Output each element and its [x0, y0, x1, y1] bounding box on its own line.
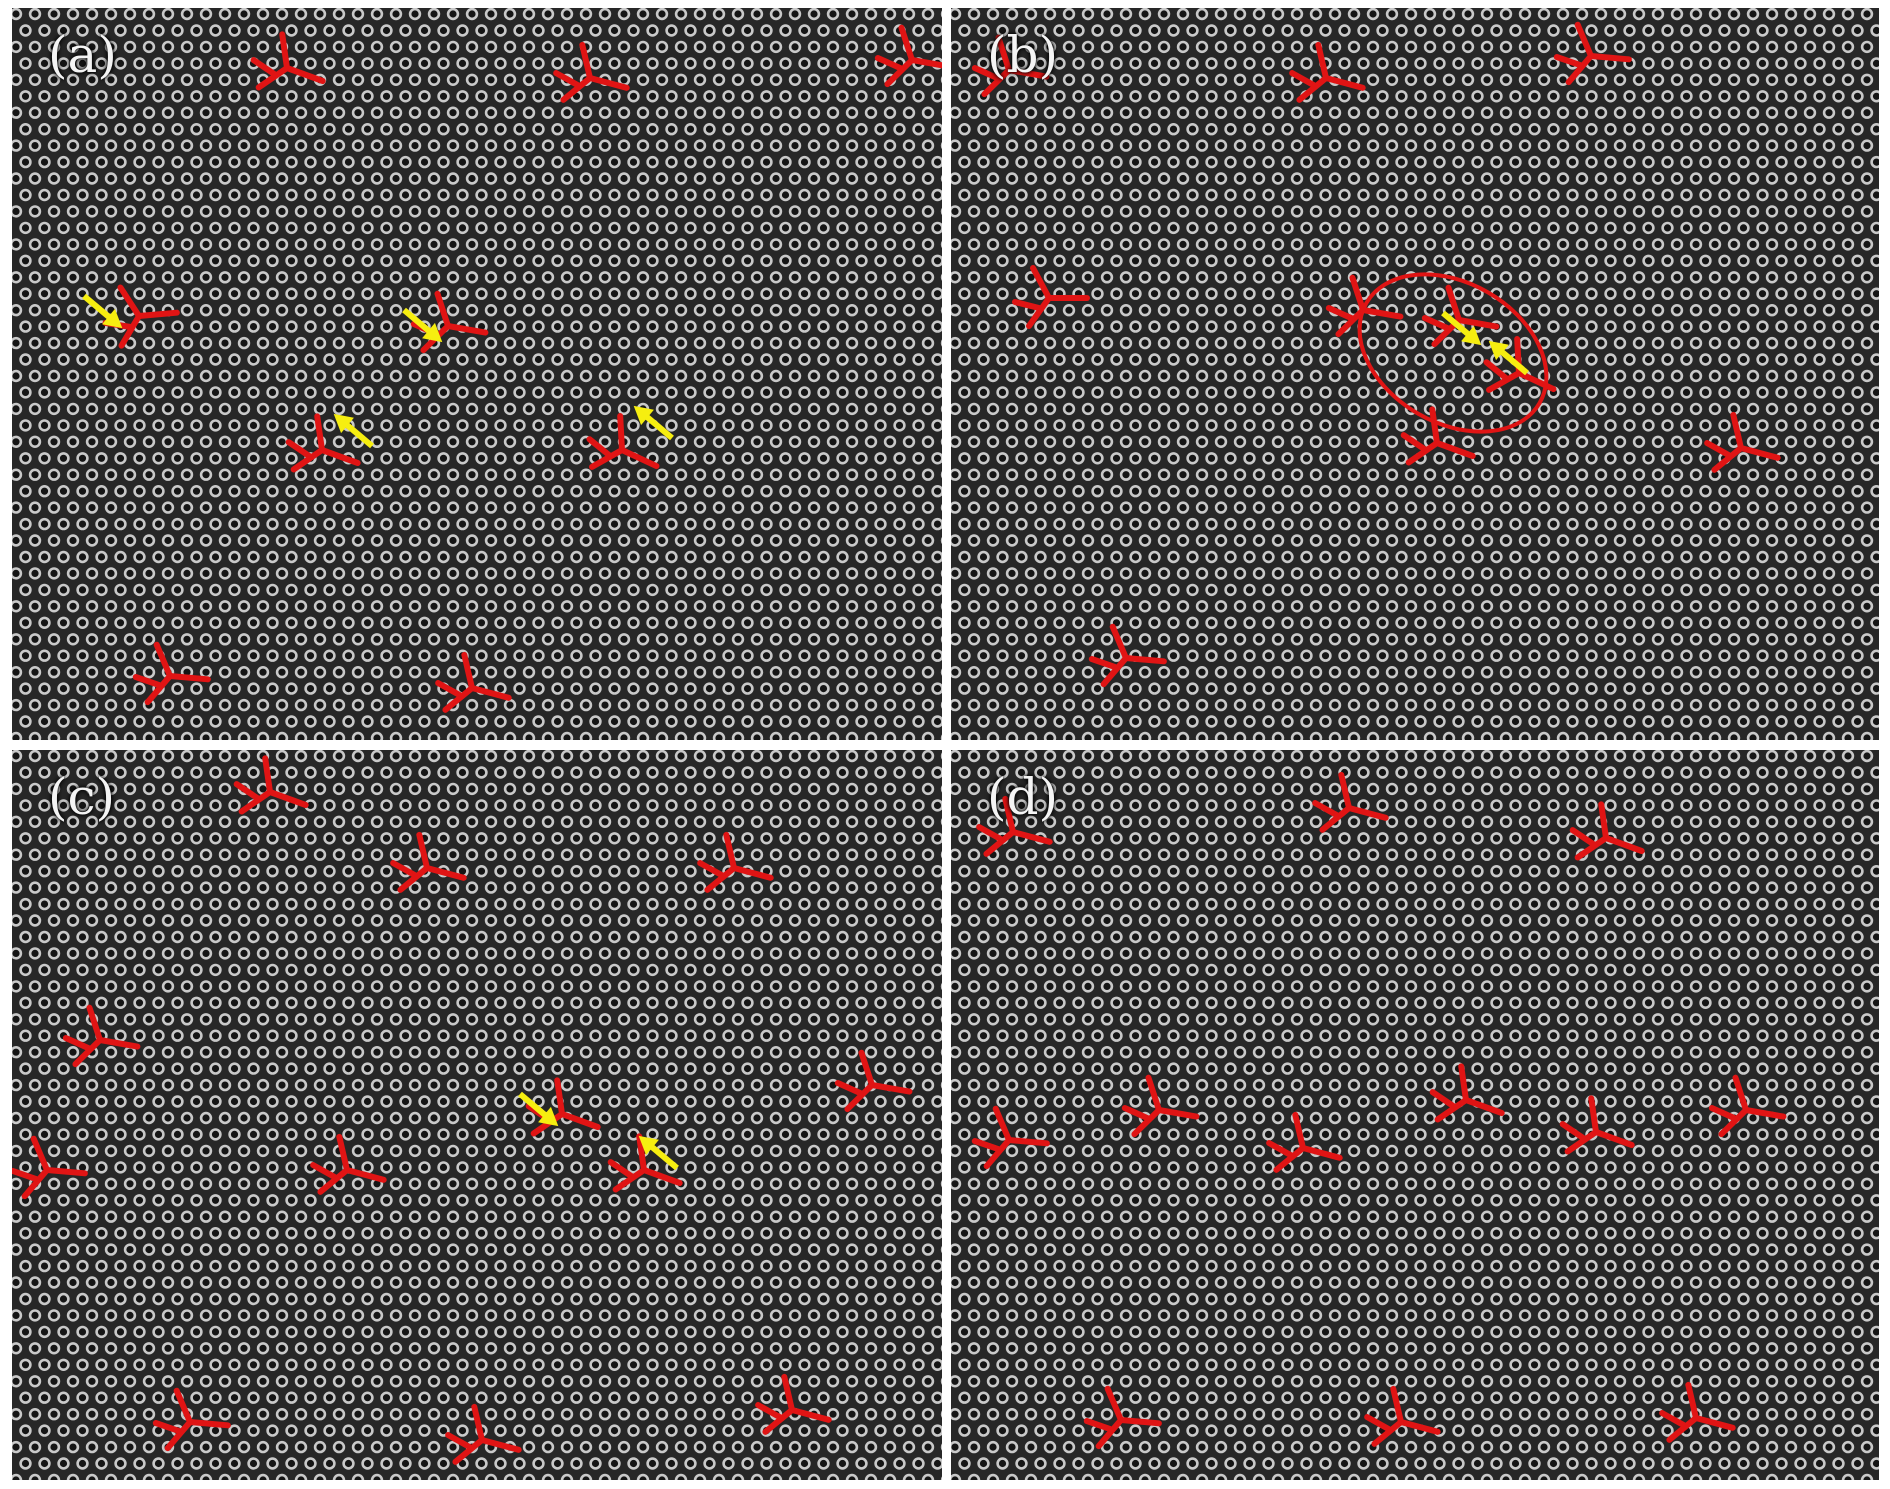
- panel-label-d: (d): [987, 772, 1058, 822]
- panel-label-a: (a): [48, 30, 117, 80]
- lattice-image-d: [951, 750, 1879, 1480]
- panel-c: (c): [12, 750, 942, 1480]
- lattice-image-b: [951, 8, 1879, 740]
- panel-a: (a): [12, 8, 942, 740]
- panel-d: (d): [951, 750, 1879, 1480]
- panel-label-c: (c): [48, 772, 115, 822]
- lattice-image-c: [12, 750, 942, 1480]
- panel-b: (b): [951, 8, 1879, 740]
- panel-label-b: (b): [987, 30, 1058, 80]
- lattice-image-a: [12, 8, 942, 740]
